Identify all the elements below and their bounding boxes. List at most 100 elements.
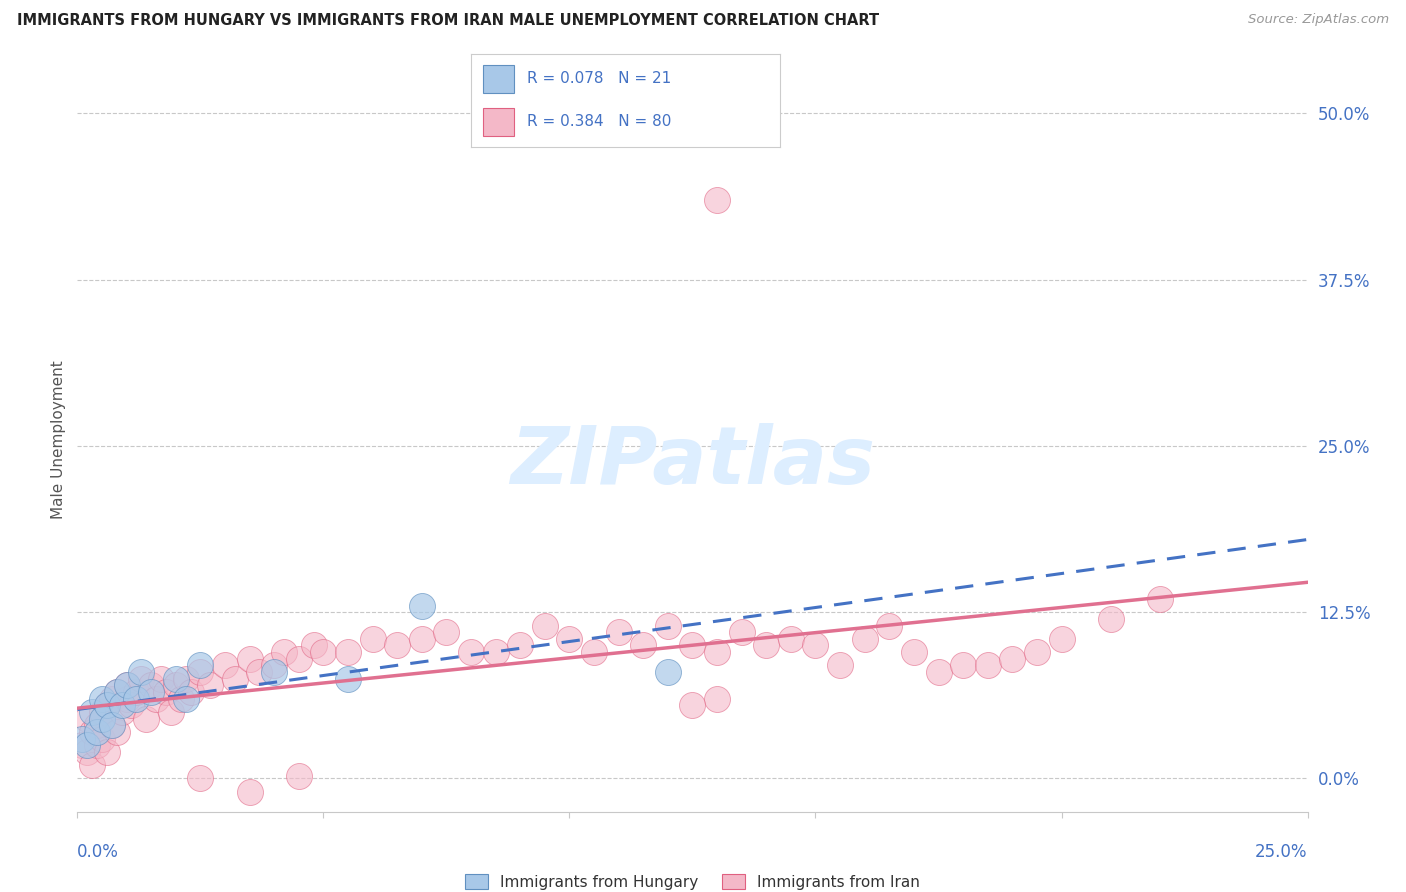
Point <box>411 599 433 613</box>
Point <box>485 645 508 659</box>
Point <box>135 712 157 726</box>
Point <box>387 639 409 653</box>
Point <box>200 678 222 692</box>
Point <box>90 712 114 726</box>
Point <box>180 685 202 699</box>
Point <box>952 658 974 673</box>
Point <box>105 725 128 739</box>
Point <box>263 665 285 679</box>
Point <box>731 625 754 640</box>
Point <box>131 665 153 679</box>
Point <box>337 645 360 659</box>
Text: 0.0%: 0.0% <box>77 843 120 861</box>
Point <box>977 658 1000 673</box>
Point <box>165 672 187 686</box>
Text: R = 0.078   N = 21: R = 0.078 N = 21 <box>527 71 671 87</box>
Point <box>361 632 384 646</box>
Point <box>82 758 104 772</box>
Point <box>1050 632 1073 646</box>
Point <box>115 691 138 706</box>
Point <box>302 639 325 653</box>
Point <box>928 665 950 679</box>
Point <box>706 645 728 659</box>
Point <box>558 632 581 646</box>
Point <box>879 618 901 632</box>
Point <box>1149 591 1171 606</box>
Point <box>312 645 335 659</box>
Point <box>190 772 212 786</box>
Point <box>145 691 167 706</box>
Point <box>101 718 124 732</box>
Point <box>239 785 262 799</box>
Point <box>70 731 93 746</box>
Point <box>263 658 285 673</box>
Point <box>853 632 876 646</box>
Bar <box>484 108 515 136</box>
Point <box>111 698 132 713</box>
Point <box>1001 652 1024 666</box>
Point <box>76 712 98 726</box>
Point <box>174 691 197 706</box>
Point <box>1026 645 1049 659</box>
Point <box>86 718 108 732</box>
Point <box>830 658 852 673</box>
Point <box>155 685 177 699</box>
Point <box>633 639 655 653</box>
Point <box>249 665 271 679</box>
Text: Source: ZipAtlas.com: Source: ZipAtlas.com <box>1249 13 1389 27</box>
Point <box>90 705 114 719</box>
Point <box>131 672 153 686</box>
Point <box>804 639 827 653</box>
Point <box>607 625 630 640</box>
Point <box>337 672 360 686</box>
Point <box>657 618 679 632</box>
Point <box>90 731 114 746</box>
Point <box>90 691 114 706</box>
Point <box>96 698 118 713</box>
Point <box>436 625 458 640</box>
Point <box>224 672 246 686</box>
Point <box>125 685 148 699</box>
Point <box>141 678 163 692</box>
Point <box>70 738 93 752</box>
Point <box>657 665 679 679</box>
Point <box>1099 612 1122 626</box>
Point <box>150 672 173 686</box>
Point <box>101 691 124 706</box>
Point <box>165 678 187 692</box>
Point <box>509 639 531 653</box>
Point <box>96 745 118 759</box>
Point <box>160 705 183 719</box>
Point <box>82 725 104 739</box>
Point <box>105 685 128 699</box>
Y-axis label: Male Unemployment: Male Unemployment <box>51 360 66 518</box>
Point <box>780 632 803 646</box>
Legend: Immigrants from Hungary, Immigrants from Iran: Immigrants from Hungary, Immigrants from… <box>465 874 920 889</box>
Point <box>288 769 311 783</box>
Point <box>121 698 143 713</box>
Point <box>214 658 236 673</box>
Point <box>411 632 433 646</box>
Point <box>903 645 925 659</box>
Point <box>273 645 295 659</box>
Point <box>76 738 98 752</box>
Point <box>101 718 124 732</box>
Point <box>170 691 193 706</box>
Point <box>288 652 311 666</box>
Point <box>706 193 728 207</box>
Point <box>115 678 138 692</box>
Point <box>460 645 482 659</box>
Point <box>76 745 98 759</box>
Point <box>190 658 212 673</box>
Point <box>190 665 212 679</box>
Point <box>111 705 132 719</box>
Point <box>534 618 557 632</box>
Point <box>755 639 778 653</box>
Point <box>706 691 728 706</box>
Point <box>141 685 163 699</box>
Point <box>125 691 148 706</box>
Point <box>583 645 606 659</box>
Text: 25.0%: 25.0% <box>1256 843 1308 861</box>
Text: IMMIGRANTS FROM HUNGARY VS IMMIGRANTS FROM IRAN MALE UNEMPLOYMENT CORRELATION CH: IMMIGRANTS FROM HUNGARY VS IMMIGRANTS FR… <box>17 13 879 29</box>
Point <box>239 652 262 666</box>
